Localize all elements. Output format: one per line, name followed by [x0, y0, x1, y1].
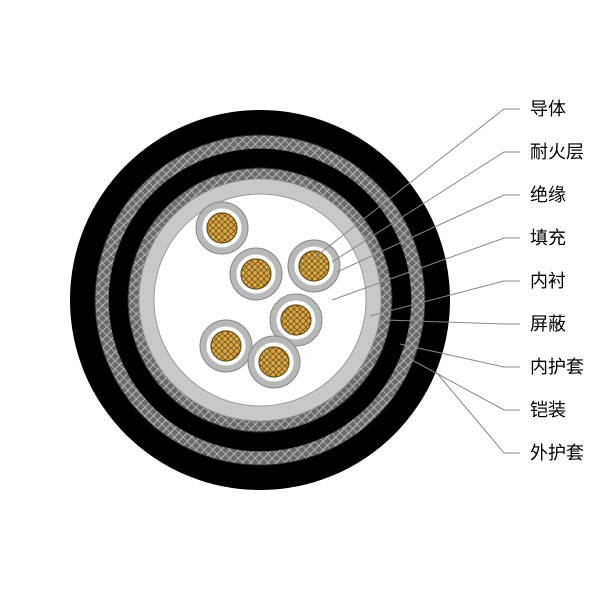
label-insulation: 绝缘: [530, 186, 566, 204]
label-conductor: 导体: [530, 100, 566, 118]
core-conductor-2: [299, 251, 329, 281]
core-conductor-0: [207, 213, 237, 243]
cable-svg: [0, 0, 600, 600]
core-conductor-4: [211, 331, 241, 361]
cable-diagram-root: 导体耐火层绝缘填充内衬屏蔽内护套铠装外护套: [0, 0, 600, 600]
core-conductor-1: [241, 259, 271, 289]
leader-outer-sheath: [436, 372, 520, 453]
core-conductor-5: [259, 347, 289, 377]
label-inner-sheath: 内护套: [530, 358, 584, 376]
label-armor: 铠装: [530, 401, 566, 419]
label-outer-sheath: 外护套: [530, 444, 584, 462]
label-fire_layer: 耐火层: [530, 143, 584, 161]
label-shield: 屏蔽: [530, 315, 566, 333]
core-conductor-3: [281, 305, 311, 335]
label-filler: 填充: [530, 229, 566, 247]
label-inner-liner: 内衬: [530, 272, 566, 290]
